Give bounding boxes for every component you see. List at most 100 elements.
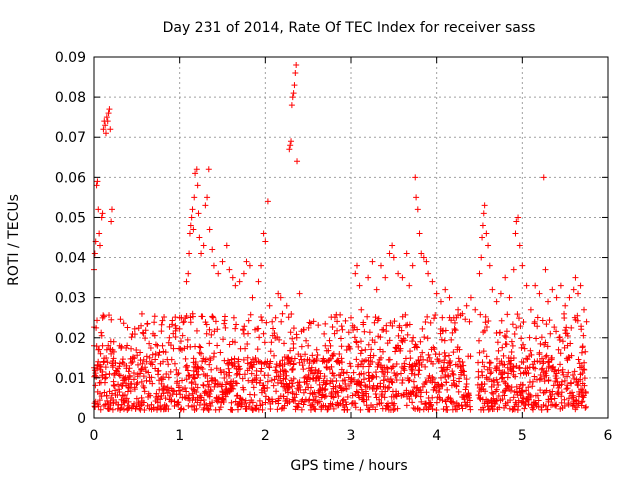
data-point [179,332,186,339]
data-point [500,352,507,359]
data-point [389,242,396,249]
data-point [501,378,508,385]
data-point [462,386,469,393]
data-point [286,146,293,153]
data-point [488,397,495,404]
data-point [483,230,490,237]
data-point [320,379,327,386]
data-point [230,314,237,321]
x-axis-label: GPS time / hours [290,458,407,474]
data-point [285,314,292,321]
data-point [248,370,255,377]
data-point [187,319,194,326]
data-point [264,384,271,391]
data-point [288,138,295,145]
data-point [281,340,288,347]
data-point [147,392,154,399]
data-point [353,388,360,395]
data-point [438,374,445,381]
data-point [414,344,421,351]
data-point [481,363,488,370]
data-point [334,318,341,325]
data-point [255,278,262,285]
data-point [421,334,428,341]
data-point [149,351,156,358]
data-point [232,325,239,332]
data-point [366,406,373,413]
data-point [428,358,435,365]
data-point [521,345,528,352]
data-point [442,286,449,293]
data-point [531,358,538,365]
data-point [553,328,560,335]
data-point [102,130,109,137]
data-point [326,337,333,344]
data-point [423,389,430,396]
data-point [574,312,581,319]
data-point [130,370,137,377]
data-point [159,342,166,349]
data-point [483,324,490,331]
data-point [107,126,114,133]
data-point [141,388,148,395]
data-point [501,369,508,376]
data-point [283,397,290,404]
data-point [534,323,541,330]
data-point [358,386,365,393]
data-point [483,353,490,360]
data-point [509,321,516,328]
data-point [450,399,457,406]
data-point [488,383,495,390]
data-point [291,82,298,89]
data-point [183,313,190,320]
data-point [574,317,581,324]
data-point [329,352,336,359]
data-point [571,368,578,375]
data-point [526,379,533,386]
data-point [360,392,367,399]
data-point [365,393,372,400]
data-point [261,372,268,379]
data-point [410,378,417,385]
data-point [543,352,550,359]
data-point [322,386,329,393]
data-point [372,314,379,321]
data-point [337,372,344,379]
data-point [524,356,531,363]
data-point [448,336,455,343]
data-point [232,282,239,289]
data-point [245,330,252,337]
data-point [543,387,550,394]
data-point [570,286,577,293]
data-point [243,258,250,265]
data-point [163,402,170,409]
data-point [494,379,501,386]
data-point [370,352,377,359]
data-point [536,290,543,297]
data-point [200,382,207,389]
data-point [537,387,544,394]
data-point [287,142,294,149]
data-point [249,364,256,371]
data-point [416,361,423,368]
data-point [496,360,503,367]
data-point [415,387,422,394]
data-point [508,338,515,345]
data-point [443,403,450,410]
data-point [244,354,251,361]
data-point [377,380,384,387]
data-point [257,377,264,384]
data-point [156,349,163,356]
data-point [105,400,112,407]
data-point [157,402,164,409]
data-point [386,337,393,344]
data-point [323,380,330,387]
x-tick-label: 0 [90,428,99,444]
data-point [444,406,451,413]
data-point [108,206,115,213]
data-point [462,316,469,323]
data-point [293,334,300,341]
data-point [285,389,292,396]
data-point [459,358,466,365]
data-point [287,329,294,336]
